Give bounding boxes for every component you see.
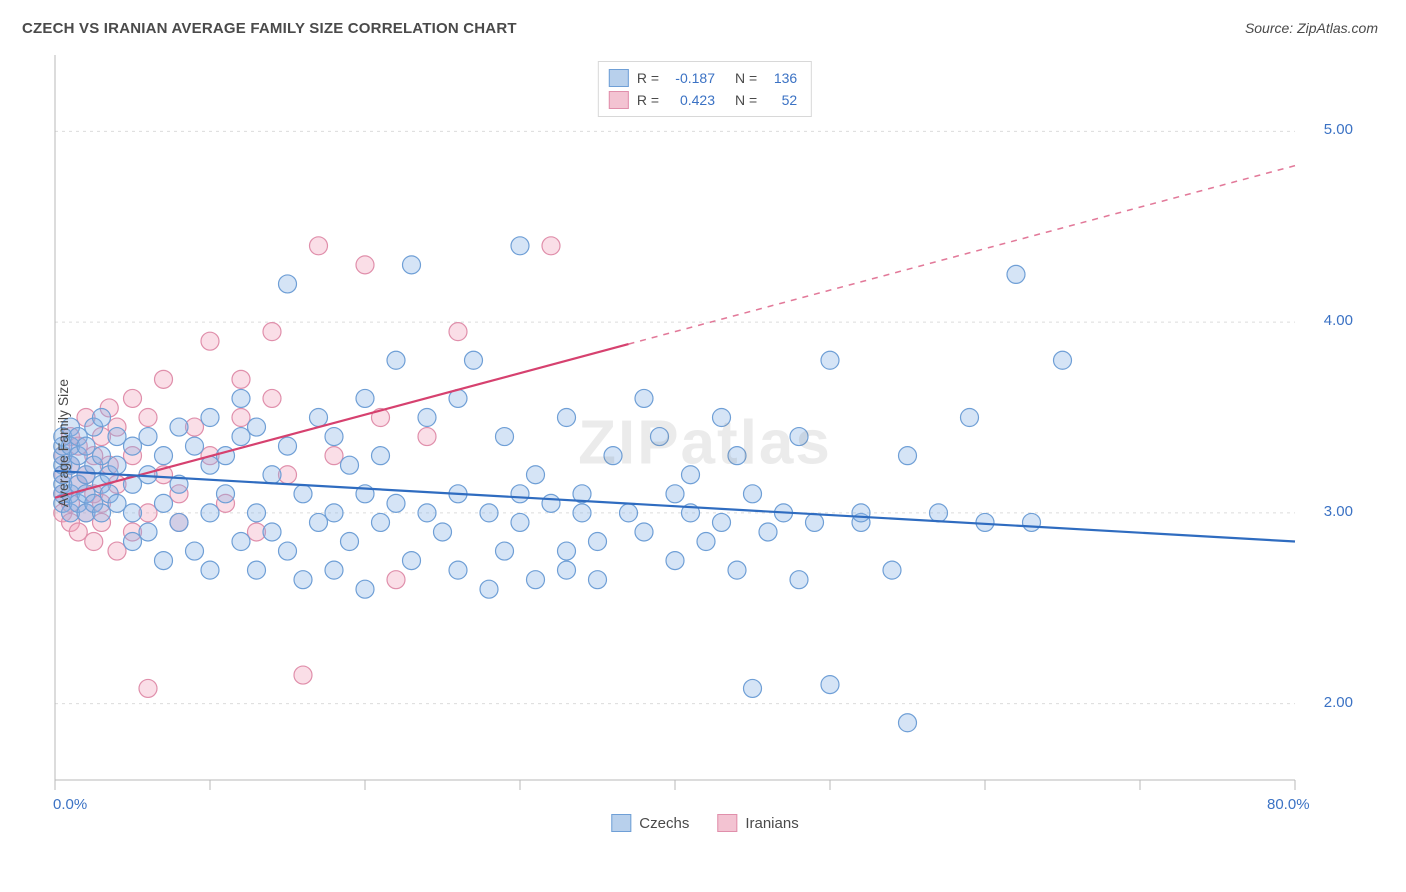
swatch-iranians: [609, 91, 629, 109]
legend-label-czechs: Czechs: [639, 815, 689, 832]
legend-row-iranians: R = 0.423 N = 52: [609, 89, 797, 111]
r-value-czechs: -0.187: [667, 67, 715, 89]
r-value-iranians: 0.423: [667, 89, 715, 111]
chart-title: CZECH VS IRANIAN AVERAGE FAMILY SIZE COR…: [22, 20, 517, 37]
y-tick-label: 3.00: [1324, 503, 1353, 520]
legend-label-iranians: Iranians: [745, 815, 798, 832]
legend-item-iranians: Iranians: [717, 814, 798, 832]
plot-area: Average Family Size ZIPatlas R = -0.187 …: [45, 55, 1365, 830]
r-label: R =: [637, 89, 659, 111]
swatch-czechs: [611, 814, 631, 832]
chart-svg: [45, 55, 1365, 830]
swatch-iranians: [717, 814, 737, 832]
y-tick-label: 4.00: [1324, 312, 1353, 329]
r-label: R =: [637, 67, 659, 89]
y-axis-label: Average Family Size: [55, 378, 71, 506]
swatch-czechs: [609, 69, 629, 87]
n-value-iranians: 52: [765, 89, 797, 111]
n-label: N =: [735, 89, 757, 111]
n-label: N =: [735, 67, 757, 89]
legend-stats-box: R = -0.187 N = 136 R = 0.423 N = 52: [598, 61, 812, 117]
source-label: Source: ZipAtlas.com: [1245, 20, 1378, 36]
y-tick-label: 2.00: [1324, 694, 1353, 711]
x-min-label: 0.0%: [53, 796, 87, 813]
legend-series: Czechs Iranians: [611, 814, 798, 832]
legend-item-czechs: Czechs: [611, 814, 689, 832]
legend-row-czechs: R = -0.187 N = 136: [609, 67, 797, 89]
y-tick-label: 5.00: [1324, 121, 1353, 138]
n-value-czechs: 136: [765, 67, 797, 89]
x-max-label: 80.0%: [1267, 796, 1310, 813]
